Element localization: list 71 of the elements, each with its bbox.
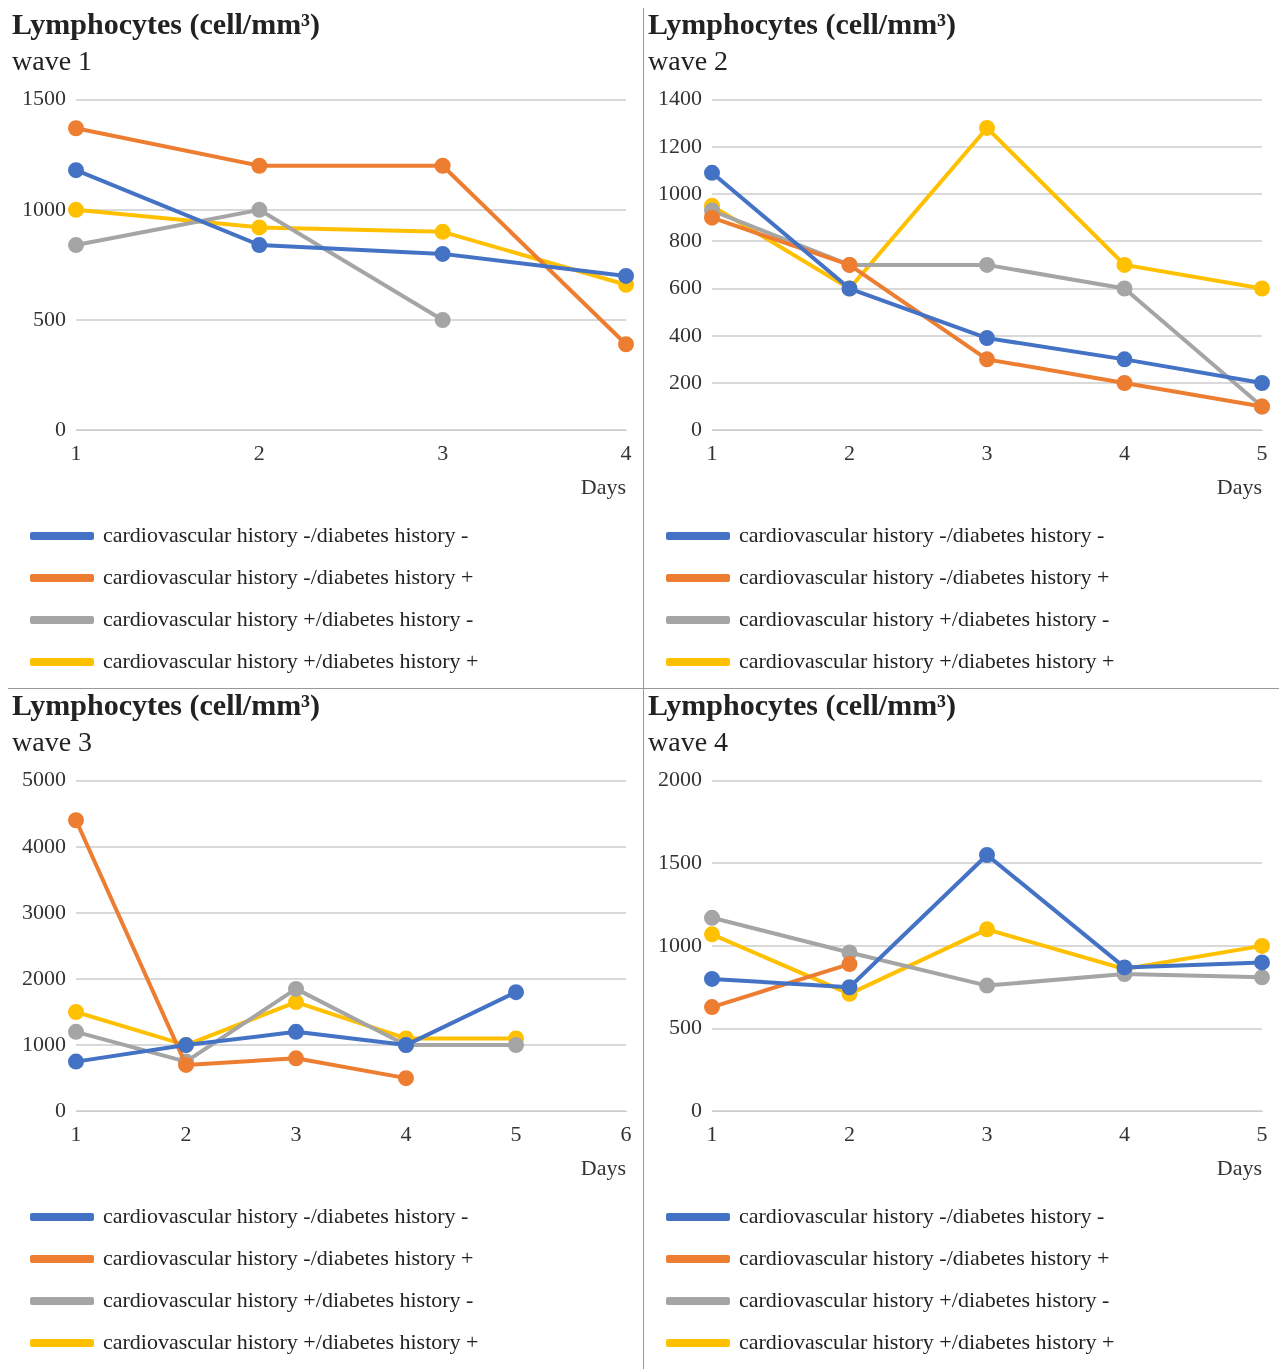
y-tick-label: 800 — [669, 227, 702, 253]
x-tick-label: 2 — [844, 440, 855, 466]
x-tick-label: 1 — [706, 440, 718, 466]
y-tick-label: 0 — [55, 415, 66, 441]
y-tick-label: 1500 — [22, 85, 66, 111]
y-tick-label: 1000 — [22, 195, 66, 221]
x-tick-label: 3 — [437, 440, 449, 466]
y-tick-label: 200 — [669, 368, 702, 394]
legend-label: cardiovascular history +/diabetes history - — [739, 605, 1110, 631]
y-tick-label: 0 — [691, 415, 702, 441]
x-axis-title: Days — [1216, 1154, 1262, 1180]
x-tick-label: 1 — [70, 440, 82, 466]
x-tick-label: 4 — [1119, 440, 1130, 466]
y-tick-label: 1400 — [658, 85, 702, 111]
x-tick-label: 4 — [620, 440, 632, 466]
y-tick-label: 0 — [691, 1096, 702, 1122]
x-tick-label: 2 — [253, 440, 265, 466]
chart-title: Lymphocytes (cell/mm³) — [648, 687, 957, 722]
chart-subtitle: wave 1 — [12, 45, 93, 77]
x-tick-label: 1 — [706, 1121, 718, 1147]
x-tick-label: 5 — [1256, 440, 1268, 466]
x-tick-label: 4 — [400, 1121, 412, 1147]
y-tick-label: 500 — [33, 305, 66, 331]
legend-label: cardiovascular history -/diabetes history + — [103, 563, 474, 589]
y-tick-label: 0 — [55, 1096, 66, 1122]
y-tick-label: 1000 — [658, 931, 702, 957]
y-tick-label: 2000 — [658, 766, 702, 792]
legend-label: cardiovascular history -/diabetes history + — [739, 563, 1110, 589]
legend-label: cardiovascular history +/diabetes history + — [739, 647, 1115, 673]
x-tick-label: 2 — [844, 1121, 855, 1147]
legend-label: cardiovascular history -/diabetes history - — [103, 1202, 469, 1228]
legend-label: cardiovascular history +/diabetes history - — [103, 605, 474, 631]
y-tick-label: 600 — [669, 274, 702, 300]
x-tick-label: 2 — [180, 1121, 192, 1147]
legend-label: cardiovascular history +/diabetes history - — [739, 1286, 1110, 1312]
y-tick-label: 1000 — [22, 1030, 66, 1056]
x-tick-label: 3 — [290, 1121, 302, 1147]
y-tick-label: 5000 — [22, 766, 66, 792]
y-tick-label: 1500 — [658, 849, 702, 875]
x-tick-label: 6 — [620, 1121, 632, 1147]
legend-label: cardiovascular history +/diabetes history + — [103, 1328, 479, 1354]
chart-subtitle: wave 4 — [648, 726, 729, 758]
x-axis-title: Days — [580, 1154, 626, 1180]
legend-label: cardiovascular history -/diabetes history - — [739, 1202, 1105, 1228]
chart-title: Lymphocytes (cell/mm³) — [12, 687, 321, 722]
y-tick-label: 2000 — [22, 964, 66, 990]
x-axis-title: Days — [580, 473, 626, 499]
legend-label: cardiovascular history +/diabetes history + — [103, 647, 479, 673]
chart-subtitle: wave 2 — [648, 45, 729, 77]
y-tick-label: 3000 — [22, 898, 66, 924]
y-tick-label: 400 — [669, 321, 702, 347]
x-tick-label: 3 — [981, 1121, 993, 1147]
legend-label: cardiovascular history -/diabetes history + — [103, 1244, 474, 1270]
y-tick-label: 4000 — [22, 832, 66, 858]
legend-label: cardiovascular history -/diabetes history - — [739, 521, 1105, 547]
x-tick-label: 5 — [1256, 1121, 1268, 1147]
y-tick-label: 500 — [669, 1014, 702, 1040]
legend-label: cardiovascular history -/diabetes history + — [739, 1244, 1110, 1270]
chart-title: Lymphocytes (cell/mm³) — [648, 6, 957, 41]
legend-label: cardiovascular history +/diabetes history - — [103, 1286, 474, 1312]
x-tick-label: 5 — [510, 1121, 522, 1147]
chart-title: Lymphocytes (cell/mm³) — [12, 6, 321, 41]
x-tick-label: 3 — [981, 440, 993, 466]
x-tick-label: 4 — [1119, 1121, 1130, 1147]
legend-label: cardiovascular history +/diabetes history + — [739, 1328, 1115, 1354]
chart-subtitle: wave 3 — [12, 726, 93, 758]
x-axis-title: Days — [1216, 473, 1262, 499]
legend-label: cardiovascular history -/diabetes history - — [103, 521, 469, 547]
x-tick-label: 1 — [70, 1121, 82, 1147]
y-tick-label: 1200 — [658, 132, 702, 158]
y-tick-label: 1000 — [658, 179, 702, 205]
